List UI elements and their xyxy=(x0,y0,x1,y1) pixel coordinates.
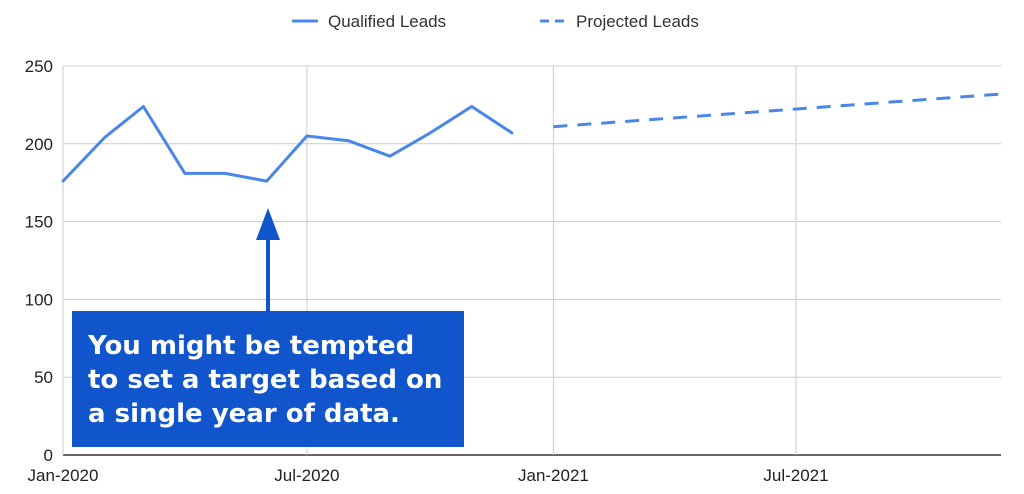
annotation-callout: You might be tempted to set a target base… xyxy=(72,208,464,447)
legend-label: Qualified Leads xyxy=(328,12,446,31)
qualified-leads-line xyxy=(61,105,514,183)
y-tick-label: 0 xyxy=(44,446,53,465)
annotation-box xyxy=(72,311,464,447)
annotation-text: You might be tempted xyxy=(87,331,414,361)
annotation-arrow-head xyxy=(256,208,280,240)
y-tick-label: 100 xyxy=(25,290,53,309)
projected-leads-line xyxy=(553,92,1002,129)
annotation-text: a single year of data. xyxy=(88,399,400,429)
x-tick-label: Jul-2020 xyxy=(274,466,339,485)
x-tick-label: Jan-2020 xyxy=(28,466,99,485)
chart-grid xyxy=(62,65,1001,456)
y-tick-label: 150 xyxy=(25,213,53,232)
chart-legend: Qualified Leads Projected Leads xyxy=(292,12,699,31)
chart-series xyxy=(61,92,1002,183)
x-tick-label: Jul-2021 xyxy=(763,466,828,485)
y-tick-label: 200 xyxy=(25,135,53,154)
annotation-text: to set a target based on xyxy=(88,365,442,395)
y-tick-label: 250 xyxy=(25,57,53,76)
y-tick-label: 50 xyxy=(34,368,53,387)
x-axis: Jan-2020 Jul-2020 Jan-2021 Jul-2021 xyxy=(28,466,829,485)
x-tick-label: Jan-2021 xyxy=(518,466,589,485)
legend-label: Projected Leads xyxy=(576,12,699,31)
y-axis: 0 50 100 150 200 250 xyxy=(25,57,53,465)
